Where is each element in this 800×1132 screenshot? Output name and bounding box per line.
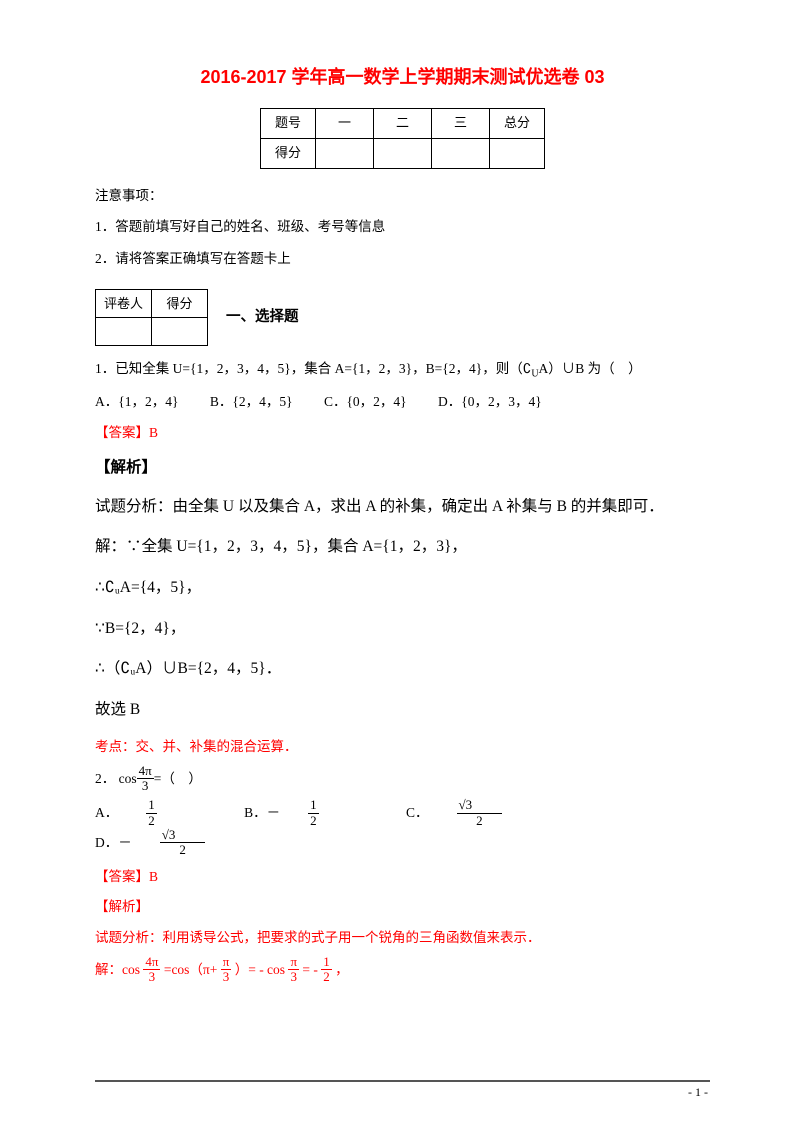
eval-cell (96, 318, 152, 346)
q2-post: =（ ） (154, 771, 202, 786)
score-row-label: 得分 (260, 138, 315, 168)
score-header-cell: 一 (315, 109, 373, 139)
frac: 12 (146, 798, 185, 828)
frac: √32 (457, 798, 531, 828)
frac-num: π (288, 955, 299, 970)
instruction-line: 1．答题前填写好自己的姓名、班级、考号等信息 (95, 214, 710, 240)
frac-den: 3 (137, 779, 154, 793)
frac-den: 3 (143, 970, 160, 984)
sol-mid: =cos（π+ (164, 961, 218, 976)
score-header-cell: 三 (432, 109, 490, 139)
frac-num: 4π (143, 955, 160, 970)
eval-cell (152, 318, 208, 346)
opt-label: B．－ (244, 800, 280, 826)
frac-num: √3 (160, 828, 206, 843)
frac-den: 3 (288, 970, 299, 984)
score-cell (373, 138, 431, 168)
frac-den: 2 (321, 970, 332, 984)
frac-den: 2 (146, 814, 157, 828)
q1-analysis-6: 故选 B (95, 694, 710, 727)
frac: 12 (308, 798, 347, 828)
opt-label: C． (406, 800, 429, 826)
footer-line (95, 1080, 710, 1082)
frac-den: 2 (308, 814, 319, 828)
page-title: 2016-2017 学年高一数学上学期期末测试优选卷 03 (95, 60, 710, 94)
q1-stem-post: A）∪B 为（ ） (539, 361, 642, 376)
frac-num: 1 (308, 798, 319, 813)
frac-num: 1 (146, 798, 157, 813)
frac: 4π3 (143, 955, 160, 985)
frac-num: π (221, 955, 232, 970)
notice-label: 注意事项： (95, 183, 710, 209)
score-table: 题号 一 二 三 总分 得分 (260, 108, 545, 168)
section-1-header: 评卷人 得分 一、选择题 (95, 289, 710, 346)
instruction-line: 2．请将答案正确填写在答题卡上 (95, 246, 710, 272)
q2-frac: 4π3 (137, 764, 154, 794)
q1-kaodian: 考点：交、并、补集的混合运算． (95, 734, 710, 760)
q2-answer: 【答案】B (95, 864, 710, 890)
q2-analysis-head: 【解析】 (95, 894, 710, 920)
frac: 12 (321, 955, 332, 985)
q1-analysis-1: 试题分析：由全集 U 以及集合 A，求出 A 的补集，确定出 A 补集与 B 的… (95, 491, 710, 524)
sqrt-text: √3 (162, 828, 176, 842)
score-header-cell: 总分 (490, 109, 545, 139)
sqrt-text: √3 (459, 798, 473, 812)
q2-options: A．12 B．－12 C．√32 D．－√32 (95, 799, 710, 858)
q1-analysis-3: ∴∁ᵤA={4，5}， (95, 572, 710, 605)
score-cell (315, 138, 373, 168)
frac-num: 1 (321, 955, 332, 970)
q1-sub: U (531, 369, 538, 380)
q2-analysis-text: 试题分析：利用诱导公式，把要求的式子用一个锐角的三角函数值来表示． (95, 925, 710, 951)
frac-den: 2 (160, 843, 206, 857)
q2-opt-b: B．－ 12 (244, 799, 375, 829)
opt-label: D．－ (95, 830, 132, 856)
sol-pre: 解：cos (95, 961, 140, 976)
frac-den: 3 (221, 970, 232, 984)
q2-solution: 解：cos 4π3 =cos（π+ π3 ）= - cos π3 = - 12 … (95, 956, 710, 986)
q1-opt-b: B．{2，4，5} (210, 389, 293, 415)
sol-end: ， (335, 961, 349, 976)
q1-opt-d: D．{0，2，3，4} (438, 389, 542, 415)
q2-cos: cos (119, 771, 137, 786)
page-number: - 1 - (688, 1081, 708, 1104)
q1-stem: 1．已知全集 U={1，2，3，4，5}，集合 A={1，2，3}，B={2，4… (95, 356, 710, 384)
frac-den: 2 (457, 814, 503, 828)
section-1-title: 一、选择题 (226, 304, 299, 332)
score-table-wrap: 题号 一 二 三 总分 得分 (95, 108, 710, 168)
evaluator-table: 评卷人 得分 (95, 289, 208, 346)
eval-cell: 得分 (152, 290, 208, 318)
score-header-cell: 题号 (260, 109, 315, 139)
score-cell (490, 138, 545, 168)
q1-analysis-head: 【解析】 (95, 453, 710, 482)
q2-opt-d: D．－ √32 (95, 829, 261, 859)
q2-opt-c: C．√32 (406, 799, 558, 829)
frac: √32 (160, 828, 234, 858)
frac-num: 4π (137, 764, 154, 779)
frac: π3 (221, 955, 232, 985)
q1-opt-a: A．{1，2，4} (95, 389, 178, 415)
q1-analysis-2: 解：∵全集 U={1，2，3，4，5}，集合 A={1，2，3}， (95, 531, 710, 564)
sol-mid: = - (302, 961, 317, 976)
eval-cell: 评卷人 (96, 290, 152, 318)
sol-mid: ）= - cos (235, 961, 285, 976)
q2-stem: 2． cos4π3=（ ） (95, 765, 710, 795)
q1-stem-pre: 1．已知全集 U={1，2，3，4，5}，集合 A={1，2，3}，B={2，4… (95, 361, 531, 376)
q1-analysis-4: ∵B={2，4}， (95, 613, 710, 646)
q1-options: A．{1，2，4} B．{2，4，5} C．{0，2，4} D．{0，2，3，4… (95, 389, 710, 415)
q2-opt-a: A． 12 (95, 799, 213, 829)
score-header-cell: 二 (373, 109, 431, 139)
frac-num: √3 (457, 798, 503, 813)
frac: π3 (288, 955, 299, 985)
opt-label: A． (95, 800, 118, 826)
q1-analysis-5: ∴（∁ᵤA）∪B={2，4，5}． (95, 653, 710, 686)
q1-opt-c: C．{0，2，4} (324, 389, 407, 415)
q2-label: 2． (95, 771, 115, 786)
score-cell (432, 138, 490, 168)
q1-answer: 【答案】B (95, 420, 710, 446)
